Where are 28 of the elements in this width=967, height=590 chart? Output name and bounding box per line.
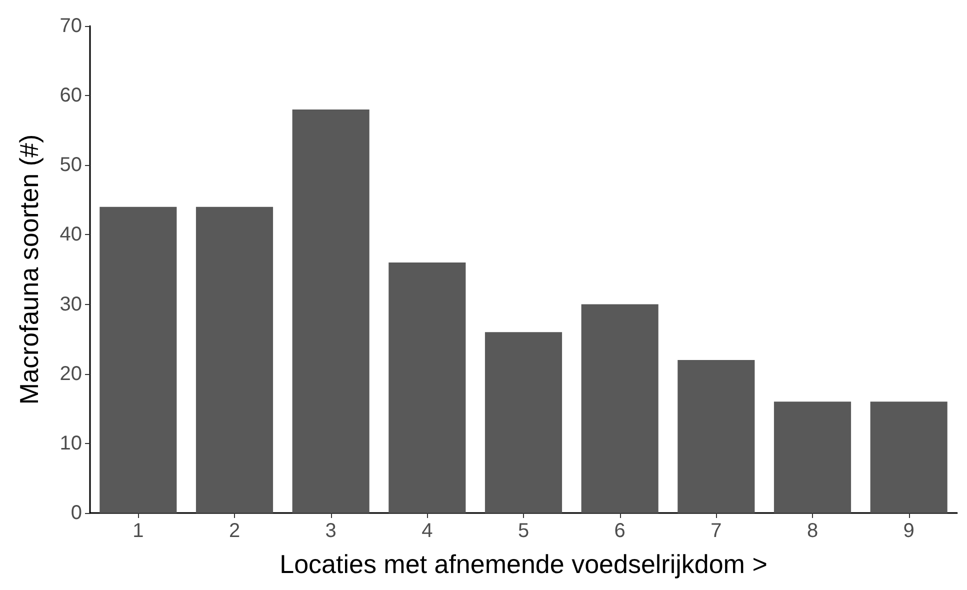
x-tick-label: 3 [325,520,336,542]
x-tick-label: 7 [710,520,722,542]
x-axis-title: Locaties met afnemende voedselrijkdom > [280,549,768,579]
bar [774,402,852,513]
bar [581,304,658,513]
bar [292,109,370,513]
y-axis-title: Macrofauna soorten (#) [14,134,44,405]
y-tick-label: 60 [60,84,82,107]
y-tick-label: 10 [60,432,82,454]
bar [678,360,755,513]
y-tick-label: 40 [60,224,82,246]
y-tick-label: 20 [60,362,82,385]
x-tick-label: 9 [903,520,914,542]
x-tick-label: 8 [806,520,818,542]
x-tick-label: 6 [614,520,626,542]
bar [100,206,177,513]
x-tick-label: 1 [132,520,144,542]
y-tick-label: 70 [60,15,82,37]
y-tick-label: 0 [70,502,82,524]
bar [484,332,562,513]
bar [388,262,466,513]
x-tick-label: 4 [422,520,433,542]
bar [870,402,948,513]
y-tick-label: 50 [60,154,82,176]
x-tick-label: 5 [518,520,530,542]
bar [196,206,274,513]
x-tick-label: 2 [228,520,240,542]
y-tick-label: 30 [60,293,82,316]
